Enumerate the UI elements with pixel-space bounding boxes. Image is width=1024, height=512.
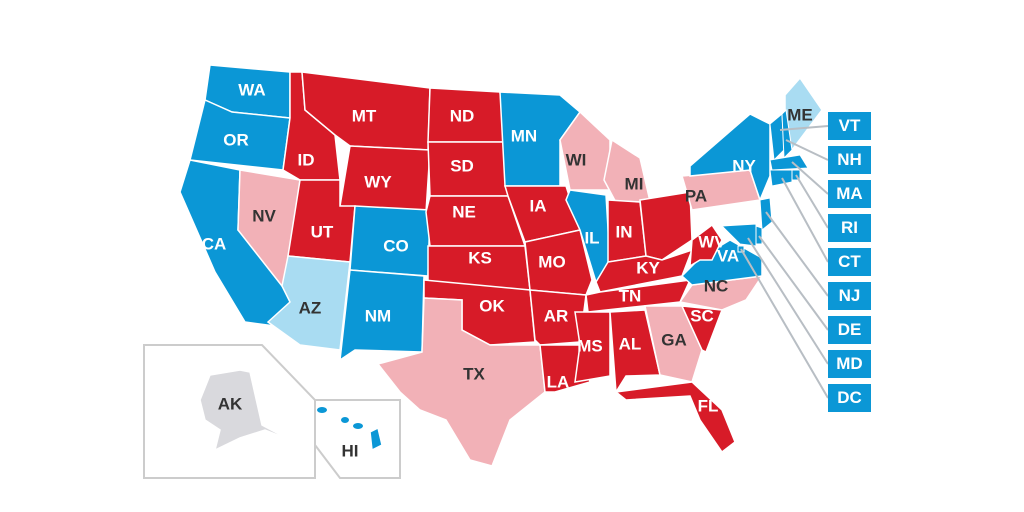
callout-nj: NJ <box>828 282 871 310</box>
alaska-inset-frame <box>143 344 316 479</box>
state-label-nd: ND <box>450 107 475 126</box>
state-label-in: IN <box>616 223 633 242</box>
state-label-hi: HI <box>342 442 359 461</box>
callout-md: MD <box>828 350 871 378</box>
state-label-wv: WV <box>698 233 726 252</box>
state-label-ut: UT <box>311 223 334 242</box>
state-label-wi: WI <box>566 151 587 170</box>
state-label-la: LA <box>547 373 570 392</box>
state-tx <box>376 297 546 467</box>
leader-line-de <box>758 235 829 331</box>
state-oh <box>639 191 693 261</box>
state-label-ms: MS <box>577 337 603 356</box>
state-label-mo: MO <box>538 253 565 272</box>
leader-line-ma <box>791 161 829 195</box>
state-label-il: IL <box>584 229 599 248</box>
state-nh <box>781 108 793 160</box>
state-label-az: AZ <box>299 299 322 318</box>
state-ar <box>529 289 587 346</box>
state-label-ca: CA <box>202 235 227 254</box>
hawaii-island <box>341 417 349 423</box>
leader-line-nj <box>765 211 829 297</box>
state-hi <box>369 426 383 452</box>
state-az <box>266 255 351 351</box>
state-label-va: VA <box>717 247 739 266</box>
state-ak <box>199 369 291 452</box>
callout-ri: RI <box>828 214 871 242</box>
callout-de: DE <box>828 316 871 344</box>
state-nj <box>759 197 773 231</box>
callout-ct: CT <box>828 248 871 276</box>
state-label-mt: MT <box>352 107 377 126</box>
state-ma <box>769 154 809 171</box>
state-label-mn: MN <box>511 127 537 146</box>
state-sc <box>680 305 724 354</box>
state-al <box>609 309 661 395</box>
hawaii-island <box>353 423 363 429</box>
leader-line-dc <box>740 248 829 399</box>
state-label-ks: KS <box>468 249 492 268</box>
state-label-ky: KY <box>636 259 660 278</box>
state-nm <box>339 269 425 362</box>
callout-leader-lines <box>740 125 829 399</box>
state-ga <box>644 305 703 383</box>
state-label-sc: SC <box>690 307 714 326</box>
state-ms <box>574 311 611 383</box>
state-label-ga: GA <box>661 331 687 350</box>
state-label-wa: WA <box>238 81 265 100</box>
state-ct <box>769 169 793 187</box>
state-label-id: ID <box>298 151 315 170</box>
state-label-fl: FL <box>698 397 719 416</box>
state-label-ne: NE <box>452 203 476 222</box>
callout-dc: DC <box>828 384 871 412</box>
state-md <box>720 223 757 247</box>
state-label-ar: AR <box>544 307 569 326</box>
state-label-oh: OH <box>647 179 673 198</box>
leader-line-md <box>747 237 829 365</box>
state-label-tx: TX <box>463 365 485 384</box>
state-ny <box>689 113 771 203</box>
state-label-ok: OK <box>479 297 505 316</box>
inset-frames <box>143 344 401 479</box>
state-tn <box>585 279 692 313</box>
state-label-nm: NM <box>365 307 391 326</box>
state-de <box>755 225 763 245</box>
state-ky <box>595 248 694 293</box>
state-label-wy: WY <box>364 173 392 192</box>
state-label-ak: AK <box>218 395 243 414</box>
leader-line-vt <box>779 125 829 131</box>
callout-ma: MA <box>828 180 871 208</box>
state-label-ia: IA <box>530 197 547 216</box>
leader-line-ri <box>795 174 829 229</box>
hawaii-inset-frame <box>314 399 401 479</box>
state-label-sd: SD <box>450 157 474 176</box>
state-label-nc: NC <box>704 277 729 296</box>
state-label-al: AL <box>619 335 642 354</box>
callout-nh: NH <box>828 146 871 174</box>
state-fl <box>614 381 736 454</box>
state-wv <box>689 223 723 268</box>
leader-line-nh <box>785 139 829 161</box>
state-label-ny: NY <box>732 157 756 176</box>
state-label-nv: NV <box>252 207 276 226</box>
state-label-me: ME <box>787 106 813 125</box>
state-label-tn: TN <box>619 287 642 306</box>
leader-line-ct <box>781 177 829 263</box>
hawaii-island <box>317 407 327 413</box>
state-label-or: OR <box>223 131 249 150</box>
state-label-pa: PA <box>685 187 707 206</box>
callout-vt: VT <box>828 112 871 140</box>
state-label-co: CO <box>383 237 409 256</box>
state-label-mi: MI <box>625 175 644 194</box>
state-mo <box>524 229 593 296</box>
